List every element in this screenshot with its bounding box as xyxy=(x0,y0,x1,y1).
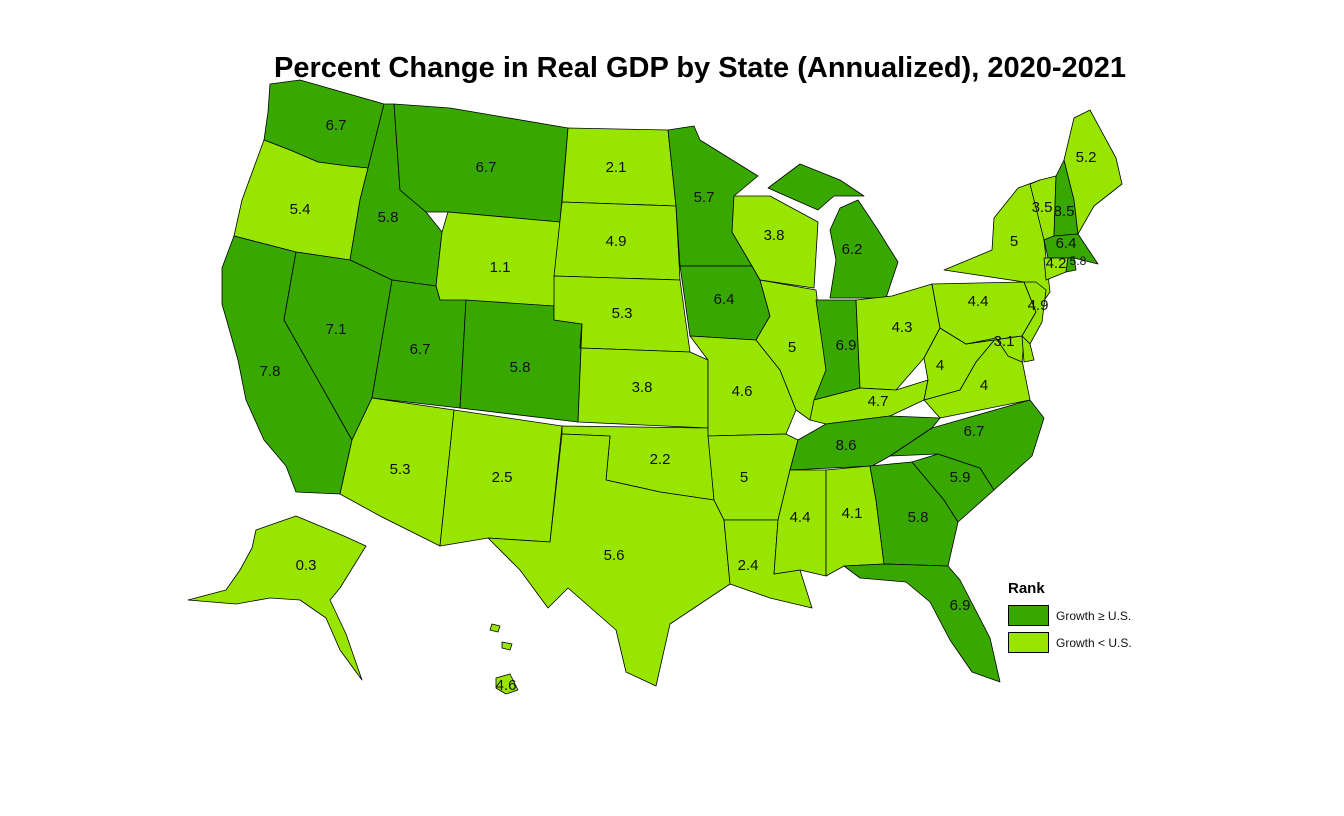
state-me[interactable] xyxy=(1063,109,1123,235)
state-label-ne: 5.3 xyxy=(612,305,633,322)
state-label-al: 4.1 xyxy=(842,505,863,522)
state-label-ga: 5.8 xyxy=(908,509,929,526)
state-label-ky: 4.7 xyxy=(868,393,889,410)
state-label-mn: 5.7 xyxy=(694,189,715,206)
state-label-ma: 6.4 xyxy=(1056,235,1077,252)
state-label-id: 5.8 xyxy=(378,209,399,226)
state-label-ri: 5.8 xyxy=(1070,254,1087,268)
state-label-mo: 4.6 xyxy=(732,383,753,400)
state-label-ia: 6.4 xyxy=(714,291,735,308)
legend-item-growth-lt-us: Growth < U.S. xyxy=(1008,629,1132,656)
state-label-nh: 8.5 xyxy=(1054,203,1075,220)
state-de[interactable] xyxy=(1021,335,1035,363)
state-label-ct: 4.2 xyxy=(1046,255,1067,272)
map-title: Percent Change in Real GDP by State (Ann… xyxy=(273,52,1127,84)
state-label-nv: 7.1 xyxy=(326,321,347,338)
state-ri[interactable] xyxy=(1065,257,1077,273)
state-label-ut: 6.7 xyxy=(410,341,431,358)
legend-label-lt: Growth < U.S. xyxy=(1056,635,1132,650)
state-fl[interactable] xyxy=(843,563,1001,683)
map-legend: Rank Growth ≥ U.S. Growth < U.S. xyxy=(1008,580,1132,656)
state-label-nm: 2.5 xyxy=(492,469,513,486)
state-label-ms: 4.4 xyxy=(790,509,811,526)
state-label-oh: 4.3 xyxy=(892,319,913,336)
state-label-mi: 6.2 xyxy=(842,241,863,258)
legend-label-ge: Growth ≥ U.S. xyxy=(1056,608,1132,623)
state-label-fl: 6.9 xyxy=(950,597,971,614)
state-label-pa: 4.4 xyxy=(968,293,989,310)
state-label-ak: 0.3 xyxy=(296,557,317,574)
state-label-wi: 3.8 xyxy=(764,227,785,244)
state-label-tx: 5.6 xyxy=(604,547,625,564)
state-nc[interactable] xyxy=(889,399,1045,491)
state-label-ks: 3.8 xyxy=(632,379,653,396)
state-label-sd: 4.9 xyxy=(606,233,627,250)
legend-swatch-ge xyxy=(1008,605,1049,626)
state-label-hi: 4.6 xyxy=(496,677,517,694)
state-tx[interactable] xyxy=(487,433,731,687)
state-label-nc: 6.7 xyxy=(964,423,985,440)
state-label-me: 5.2 xyxy=(1076,149,1097,166)
state-label-va: 4 xyxy=(980,377,988,394)
state-label-tn: 8.6 xyxy=(836,437,857,454)
state-wi[interactable] xyxy=(731,195,819,289)
state-label-wv: 4 xyxy=(936,357,944,374)
state-label-ca: 7.8 xyxy=(260,363,281,380)
legend-item-growth-ge-us: Growth ≥ U.S. xyxy=(1008,602,1132,629)
state-label-vt: 3.5 xyxy=(1032,199,1053,216)
state-label-wy: 1.1 xyxy=(490,259,511,276)
state-label-co: 5.8 xyxy=(510,359,531,376)
state-nj[interactable] xyxy=(1021,281,1047,345)
legend-swatch-lt xyxy=(1008,632,1049,653)
state-label-wa: 6.7 xyxy=(326,117,347,134)
state-label-ar: 5 xyxy=(740,469,748,486)
state-label-ny: 5 xyxy=(1010,233,1018,250)
state-label-md: 3.1 xyxy=(994,333,1015,350)
state-label-in: 6.9 xyxy=(836,337,857,354)
state-label-sc: 5.9 xyxy=(950,469,971,486)
state-ak[interactable] xyxy=(187,515,367,681)
state-label-az: 5.3 xyxy=(390,461,411,478)
state-label-ok: 2.2 xyxy=(650,451,671,468)
state-label-nj: 4.9 xyxy=(1028,297,1049,314)
state-hi[interactable] xyxy=(489,623,519,695)
state-label-or: 5.4 xyxy=(290,201,311,218)
legend-title: Rank xyxy=(1008,580,1045,597)
state-label-la: 2.4 xyxy=(738,557,759,574)
state-label-mt: 6.7 xyxy=(476,159,497,176)
state-label-nd: 2.1 xyxy=(606,159,627,176)
state-label-il: 5 xyxy=(788,339,796,356)
